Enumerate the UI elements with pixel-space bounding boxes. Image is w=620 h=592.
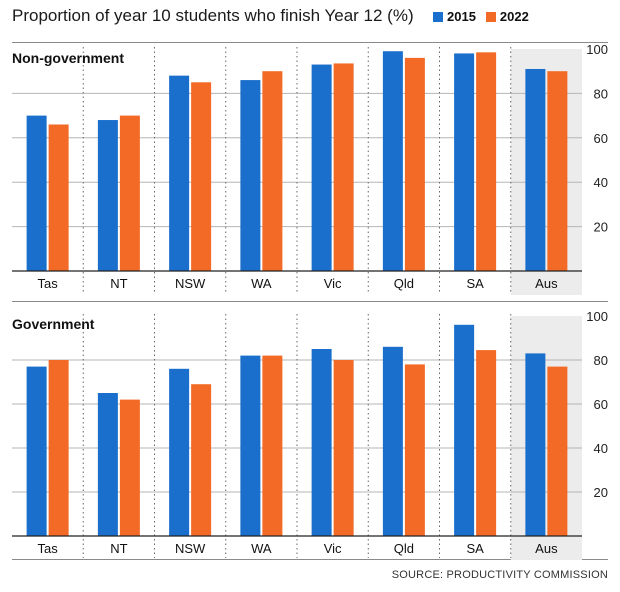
x-tick-label: Tas [38, 276, 59, 291]
bar-2015-qld [382, 51, 403, 271]
x-tick-label: Qld [394, 541, 414, 556]
x-tick-label: NSW [175, 276, 206, 291]
bar-2022-sa [476, 350, 497, 536]
legend-label-2022: 2022 [499, 9, 529, 24]
x-tick-label: NT [110, 276, 127, 291]
bar-2022-nt [119, 399, 140, 536]
x-tick-label: Vic [324, 276, 342, 291]
y-tick-label: 40 [594, 441, 608, 456]
x-tick-label: WA [251, 541, 272, 556]
bar-2022-nt [119, 115, 140, 271]
legend-swatch-2015 [433, 11, 443, 22]
y-tick-label: 40 [594, 175, 608, 190]
y-tick-label: 80 [594, 86, 608, 101]
panel-title: Government [12, 316, 95, 332]
x-tick-label: WA [251, 276, 272, 291]
x-tick-label: Qld [394, 276, 414, 291]
bar-2015-nt [97, 120, 118, 271]
panel-title: Non-government [12, 50, 124, 66]
bar-2022-qld [404, 364, 425, 536]
legend-item-2015: 2015 [433, 9, 476, 24]
bar-2022-wa [262, 71, 283, 271]
bar-2015-tas [26, 115, 47, 271]
bar-2022-aus [547, 71, 568, 271]
highlight-background [510, 316, 582, 560]
bottom-rule [12, 559, 608, 560]
legend-label-2015: 2015 [447, 9, 476, 24]
panel-divider [12, 301, 608, 302]
y-tick-label: 100 [586, 309, 608, 324]
legend: 2015 2022 [433, 9, 539, 24]
x-tick-label: Aus [535, 541, 558, 556]
x-tick-label: NSW [175, 541, 206, 556]
x-tick-label: SA [466, 276, 484, 291]
y-tick-label: 60 [594, 397, 608, 412]
y-tick-label: 20 [594, 485, 608, 500]
bar-2022-nsw [191, 82, 212, 271]
bar-2022-wa [262, 355, 283, 536]
bar-2022-vic [333, 360, 354, 536]
bar-2015-sa [454, 324, 475, 536]
x-tick-label: NT [110, 541, 127, 556]
bar-2022-nsw [191, 384, 212, 536]
bar-2022-vic [333, 63, 354, 272]
bar-2015-vic [311, 349, 332, 536]
highlight-background [510, 49, 582, 295]
chart-title: Proportion of year 10 students who finis… [12, 6, 414, 25]
bar-2015-qld [382, 346, 403, 536]
y-tick-label: 100 [586, 42, 608, 57]
bar-2022-tas [48, 124, 69, 271]
bar-2015-wa [240, 355, 261, 536]
y-tick-label: 80 [594, 353, 608, 368]
source-note: SOURCE: PRODUCTIVITY COMMISSION [391, 569, 608, 581]
top-rule [12, 42, 608, 43]
y-tick-label: 20 [594, 220, 608, 235]
bar-2022-qld [404, 57, 425, 271]
x-tick-label: Aus [535, 276, 558, 291]
bar-2015-sa [454, 53, 475, 271]
x-tick-label: Tas [38, 541, 59, 556]
x-tick-label: Vic [324, 541, 342, 556]
bar-2022-aus [547, 366, 568, 536]
bar-2015-tas [26, 366, 47, 536]
bar-2015-nt [97, 393, 118, 536]
x-tick-label: SA [466, 541, 484, 556]
bar-2015-nsw [169, 368, 190, 536]
bar-2015-aus [525, 68, 546, 271]
bar-2015-vic [311, 64, 332, 271]
bar-2015-wa [240, 80, 261, 271]
bar-2022-sa [476, 52, 497, 271]
bar-2015-nsw [169, 75, 190, 271]
y-tick-label: 60 [594, 131, 608, 146]
legend-swatch-2022 [485, 11, 496, 22]
legend-item-2022: 2022 [485, 9, 529, 24]
bar-2022-tas [48, 360, 69, 536]
bar-2015-aus [525, 353, 546, 536]
